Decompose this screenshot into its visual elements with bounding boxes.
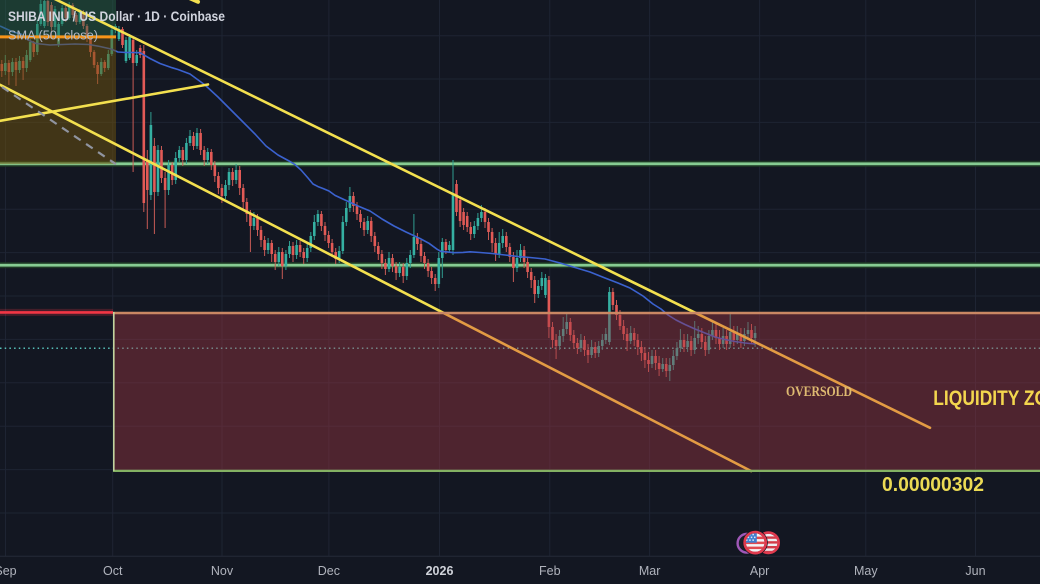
svg-text:Sep: Sep — [0, 564, 17, 578]
svg-text:OVERSOLD: OVERSOLD — [786, 384, 852, 400]
svg-text:Jun: Jun — [965, 564, 985, 578]
svg-text:SHIBA INU / US Dollar · 1D · C: SHIBA INU / US Dollar · 1D · Coinbase — [8, 9, 225, 24]
svg-text:2026: 2026 — [426, 564, 454, 578]
svg-text:SMA (50, close): SMA (50, close) — [8, 28, 98, 43]
svg-text:Feb: Feb — [539, 564, 561, 578]
svg-text:May: May — [854, 564, 878, 578]
svg-text:Dec: Dec — [318, 564, 340, 578]
svg-text:Oct: Oct — [103, 564, 123, 578]
svg-text:Nov: Nov — [211, 564, 234, 578]
svg-text:LIQUIDITY ZONE: LIQUIDITY ZONE — [933, 387, 1040, 410]
svg-text:Mar: Mar — [639, 564, 661, 578]
svg-text:Apr: Apr — [750, 564, 769, 578]
svg-text:0.00000302: 0.00000302 — [882, 473, 984, 496]
